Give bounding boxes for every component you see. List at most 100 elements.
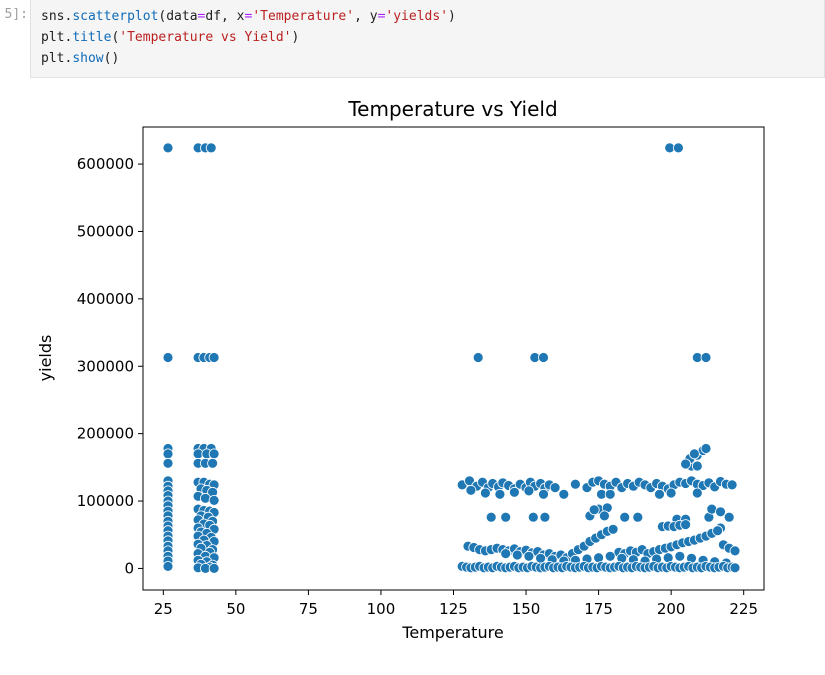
y-tick-label: 300000 <box>77 357 134 375</box>
scatter-point <box>523 485 535 497</box>
scatter-point <box>207 457 219 469</box>
scatter-point <box>665 487 677 499</box>
scatter-point <box>570 478 581 490</box>
y-axis-label: yields <box>36 335 55 382</box>
y-tick-label: 0 <box>124 559 134 577</box>
scatter-point <box>162 448 174 460</box>
code-token: 'Temperature vs Yield' <box>119 30 292 45</box>
scatter-point <box>680 519 691 531</box>
scatter-point <box>680 458 691 470</box>
scatter-point <box>654 488 665 500</box>
scatter-point <box>689 448 700 460</box>
x-tick-label: 125 <box>439 600 468 618</box>
code-token: 'Temperature' <box>252 9 355 24</box>
code-token: ( <box>111 30 120 45</box>
x-tick-label: 25 <box>154 600 173 618</box>
scatter-point <box>726 479 738 491</box>
scatter-point <box>208 448 220 460</box>
scatter-point <box>632 511 644 523</box>
scatter-point <box>538 352 549 363</box>
code-token: df, x <box>205 9 245 24</box>
scatter-point <box>604 550 616 562</box>
code-token: ) <box>448 9 456 24</box>
scatter-point <box>723 511 735 523</box>
scatter-point <box>208 352 220 363</box>
plot-frame <box>142 126 765 591</box>
y-tick-label: 600000 <box>77 155 134 173</box>
x-tick-label: 75 <box>299 600 318 618</box>
x-tick-label: 175 <box>584 600 613 618</box>
scatter-point <box>208 494 220 506</box>
scatter-point <box>729 545 741 557</box>
scatter-point <box>674 550 686 562</box>
code-token: 'yields' <box>385 9 449 24</box>
code-token: plt. <box>41 30 73 45</box>
code-token: (data <box>158 9 198 24</box>
scatter-point <box>509 486 520 498</box>
y-tick-label: 100000 <box>77 492 134 510</box>
scatter-point <box>500 548 512 560</box>
scatter-point <box>700 352 712 363</box>
code-token: = <box>197 9 206 24</box>
scatter-point <box>485 511 497 523</box>
scatter-point <box>500 511 512 523</box>
scatter-point <box>558 488 570 500</box>
scatter-point <box>715 506 726 518</box>
scatter-point <box>527 511 539 523</box>
ticks-layer: 25 50 75 100 125 150 175 200 225 0 100000 200000 300… <box>77 155 758 618</box>
scatter-point <box>162 457 174 469</box>
scatter-point <box>588 504 600 516</box>
scatter-point <box>691 487 703 499</box>
code-cell[interactable]: sns.scatterplot(data=df, x='Temperature'… <box>30 0 825 78</box>
scatter-point <box>538 488 549 500</box>
scatter-point <box>729 562 741 574</box>
code-line-3: plt.show() <box>41 48 824 69</box>
scatter-point <box>673 142 684 154</box>
code-token: () <box>103 51 120 66</box>
y-tick-label: 400000 <box>77 290 134 308</box>
scatter-point <box>162 352 174 363</box>
scatter-point <box>523 550 535 562</box>
x-tick-label: 225 <box>729 600 758 618</box>
y-tick-label: 200000 <box>77 425 134 443</box>
scatter-point <box>162 142 174 154</box>
code-token: sns. <box>41 9 73 24</box>
scatter-point <box>465 484 477 496</box>
chart-title: Temperature vs Yield <box>347 97 557 121</box>
x-tick-label: 100 <box>367 600 396 618</box>
code-token: = <box>244 9 253 24</box>
scatter-point <box>494 488 506 500</box>
scatter-point <box>472 352 484 363</box>
y-tick-label: 500000 <box>77 222 134 240</box>
cell-prompt: 5]: <box>4 7 28 22</box>
code-token: ) <box>291 30 300 45</box>
code-token: = <box>377 9 386 24</box>
x-tick-label: 50 <box>226 600 245 618</box>
code-token: title <box>72 30 112 45</box>
scatter-chart: Temperature vs Yield 25 50 75 100 125 150 175 2… <box>36 97 765 642</box>
scatter-point <box>691 460 703 472</box>
scatter-point <box>700 443 712 454</box>
code-token: show <box>72 51 104 66</box>
chart-output: Temperature vs Yield 25 50 75 100 125 150 175 2… <box>0 85 825 671</box>
scatter-point <box>511 549 523 561</box>
scatter-point <box>539 511 551 523</box>
scatter-point <box>604 488 616 500</box>
scatter-point <box>479 487 491 499</box>
scatter-point <box>712 525 723 537</box>
scatter-point <box>162 560 174 572</box>
code-token: plt. <box>41 51 73 66</box>
scatter-point <box>549 482 561 494</box>
scatter-point <box>208 562 220 574</box>
scatter-point <box>607 523 619 535</box>
code-line-2: plt.title('Temperature vs Yield') <box>41 27 824 48</box>
points-layer <box>162 142 741 574</box>
code-token: , y <box>354 9 378 24</box>
scatter-point <box>205 142 217 154</box>
x-axis-label: Temperature <box>401 623 503 642</box>
code-token: scatterplot <box>72 9 159 24</box>
x-tick-label: 150 <box>512 600 541 618</box>
scatter-point <box>619 511 631 523</box>
x-tick-label: 200 <box>657 600 686 618</box>
scatter-point <box>599 510 610 522</box>
